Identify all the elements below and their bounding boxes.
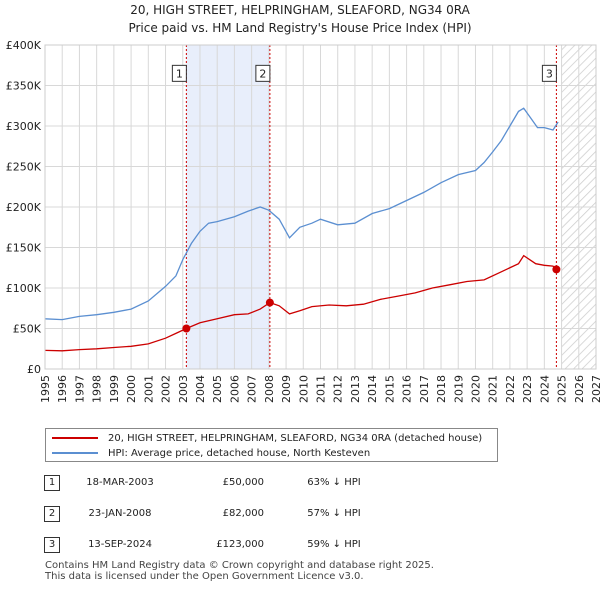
x-tick-label: 1996 (56, 375, 69, 403)
sale-point (552, 265, 561, 274)
x-tick-label: 2005 (211, 375, 224, 403)
x-tick-label: 1998 (91, 375, 104, 403)
x-tick-label: 2011 (315, 375, 328, 403)
x-tick-label: 1995 (39, 375, 52, 403)
sale-number-badge: 2 (44, 506, 60, 522)
price-chart: 20, HIGH STREET, HELPRINGHAM, SLEAFORD, … (6, 3, 600, 403)
x-tick-label: 2015 (383, 375, 396, 403)
x-tick-label: 2006 (228, 375, 241, 403)
x-tick-label: 2004 (194, 375, 207, 403)
series-line (45, 254, 557, 352)
footer-license: This data is licensed under the Open Gov… (45, 571, 364, 582)
x-tick-label: 2027 (590, 375, 600, 403)
sale-date: 18-MAR-2003 (86, 477, 154, 488)
y-tick-label: £350K (6, 80, 42, 93)
sale-hpi-diff: 63% ↓ HPI (307, 477, 361, 488)
x-tick-label: 2022 (504, 375, 517, 403)
sale-label-number: 1 (176, 67, 183, 80)
x-tick-label: 2009 (280, 375, 293, 403)
footer-attribution: Contains HM Land Registry data © Crown c… (45, 560, 434, 582)
x-tick-label: 2001 (142, 375, 155, 403)
x-tick-label: 2000 (125, 375, 138, 403)
legend-item-hpi: HPI: Average price, detached house, Nort… (52, 446, 370, 460)
y-tick-label: £100K (6, 282, 42, 295)
sale-price: £123,000 (216, 539, 264, 550)
x-tick-label: 2007 (246, 375, 259, 403)
x-tick-label: 1999 (108, 375, 121, 403)
sale-label-box (171, 64, 187, 82)
sale-date: 13-SEP-2024 (88, 539, 152, 550)
sale-label-number: 2 (259, 67, 266, 80)
sale-date: 23-JAN-2008 (88, 508, 152, 519)
x-tick-label: 2019 (452, 375, 465, 403)
sale-number-badge: 1 (44, 475, 60, 491)
x-tick-label: 2013 (349, 375, 362, 403)
x-tick-label: 2026 (573, 375, 586, 403)
sale-row: 1 18-MAR-2003 £50,000 63% ↓ HPI (44, 475, 464, 493)
chart-subtitle: Price paid vs. HM Land Registry's House … (128, 21, 471, 35)
y-tick-label: £0 (27, 363, 41, 376)
sale-number-badge: 3 (44, 537, 60, 553)
legend-label-hpi: HPI: Average price, detached house, Nort… (108, 447, 371, 459)
sale-row: 3 13-SEP-2024 £123,000 59% ↓ HPI (44, 537, 464, 555)
legend-item-property: 20, HIGH STREET, HELPRINGHAM, SLEAFORD, … (52, 431, 482, 445)
chart-title: 20, HIGH STREET, HELPRINGHAM, SLEAFORD, … (130, 3, 470, 17)
sale-label-number: 3 (546, 67, 553, 80)
x-tick-label: 2008 (263, 375, 276, 403)
legend-swatch-property (52, 437, 98, 439)
sale-point (182, 324, 191, 333)
legend: 20, HIGH STREET, HELPRINGHAM, SLEAFORD, … (45, 428, 498, 462)
sale-row: 2 23-JAN-2008 £82,000 57% ↓ HPI (44, 506, 464, 524)
x-tick-label: 2003 (177, 375, 190, 403)
x-tick-label: 2012 (332, 375, 345, 403)
x-tick-label: 2020 (469, 375, 482, 403)
x-tick-label: 2017 (418, 375, 431, 403)
sale-hpi-diff: 59% ↓ HPI (307, 539, 361, 550)
x-tick-label: 2021 (487, 375, 500, 403)
sale-label-box (541, 64, 557, 82)
x-tick-label: 2024 (538, 375, 551, 403)
x-tick-label: 2016 (401, 375, 414, 403)
y-tick-label: £250K (6, 161, 42, 174)
sale-price: £82,000 (222, 508, 264, 519)
plot-border (44, 44, 597, 370)
x-tick-label: 1997 (73, 375, 86, 403)
y-tick-label: £200K (6, 201, 42, 214)
sale-price: £50,000 (222, 477, 264, 488)
y-tick-label: £50K (13, 323, 42, 336)
legend-label-property: 20, HIGH STREET, HELPRINGHAM, SLEAFORD, … (108, 432, 483, 444)
series-line (45, 107, 559, 321)
x-tick-label: 2018 (435, 375, 448, 403)
sale-hpi-diff: 57% ↓ HPI (307, 508, 361, 519)
sale-point (265, 298, 274, 307)
x-tick-label: 2014 (366, 375, 379, 403)
x-tick-label: 2023 (521, 375, 534, 403)
y-tick-label: £300K (6, 120, 42, 133)
sale-label-box (255, 64, 271, 82)
y-tick-label: £150K (6, 242, 42, 255)
x-tick-label: 2010 (297, 375, 310, 403)
x-tick-label: 2002 (160, 375, 173, 403)
legend-swatch-hpi (52, 452, 98, 454)
x-tick-label: 2025 (556, 375, 569, 403)
footer-copyright: Contains HM Land Registry data © Crown c… (45, 560, 434, 571)
y-tick-label: £400K (6, 39, 42, 52)
